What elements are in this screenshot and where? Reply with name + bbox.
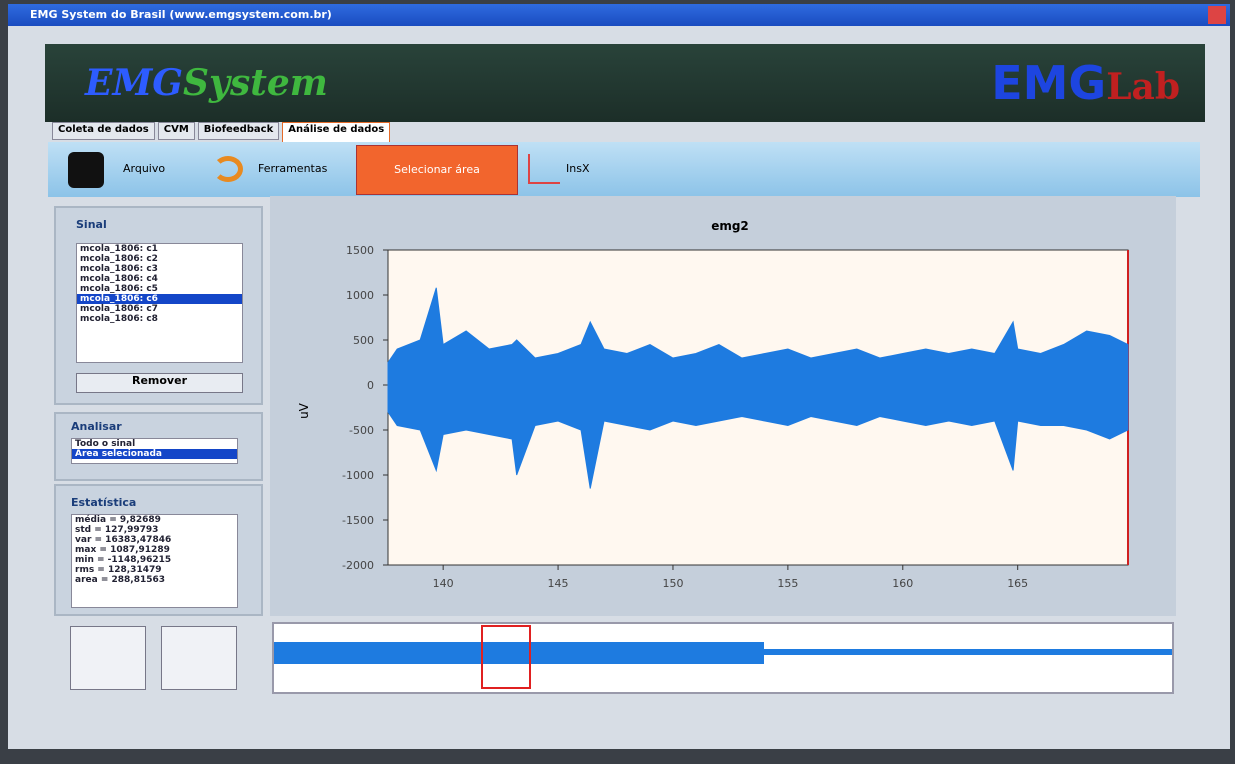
list-item[interactable]: mcola_1806: c3 <box>77 264 242 274</box>
list-item: var = 16383,47846 <box>72 535 237 545</box>
remove-button[interactable]: Remover <box>76 373 243 393</box>
logo-text: EMG <box>85 62 183 104</box>
x-tick-label: 150 <box>662 577 683 590</box>
list-item[interactable]: mcola_1806: c7 <box>77 304 242 314</box>
list-item: min = -1148,96215 <box>72 555 237 565</box>
tab[interactable]: Coleta de dados <box>52 122 155 140</box>
zoom-in-button[interactable] <box>161 626 237 690</box>
toolbar-button[interactable]: Selecionar área <box>356 145 518 195</box>
list-item[interactable]: mcola_1806: c8 <box>77 314 242 324</box>
header: EMGSystem EMGLab <box>45 44 1205 122</box>
list-item[interactable]: mcola_1806: c6 <box>77 294 242 304</box>
window-title: EMG System do Brasil (www.emgsystem.com.… <box>30 8 332 21</box>
list-item[interactable]: mcola_1806: c5 <box>77 284 242 294</box>
y-tick-label: 500 <box>353 334 374 347</box>
toolbar: Arquivo Ferramentas Selecionar área InsX <box>48 142 1200 197</box>
overview-wave <box>274 642 764 664</box>
list-item[interactable]: mcola_1806: c1 <box>77 244 242 254</box>
x-tick-label: 160 <box>892 577 913 590</box>
overview-wave <box>764 649 1172 655</box>
list-item: max = 1087,91289 <box>72 545 237 555</box>
list-item[interactable]: mcola_1806: c2 <box>77 254 242 264</box>
y-tick-label: 1000 <box>346 289 374 302</box>
logo-left: EMGSystem <box>85 62 328 104</box>
chart-title: emg2 <box>711 219 749 233</box>
panel-title: Estatística <box>71 496 136 509</box>
chart: emg2 uV -2000 -1500 -1000 -500 0 500 1000 1500 1… <box>270 196 1175 616</box>
tab[interactable]: Biofeedback <box>198 122 279 140</box>
panel-title: Analisar <box>71 420 122 433</box>
icon <box>528 154 560 184</box>
y-tick-label: 0 <box>367 379 374 392</box>
logo-text: System <box>183 62 328 104</box>
x-tick-label: 140 <box>433 577 454 590</box>
y-tick-label: -2000 <box>342 559 374 572</box>
title-bar: EMG System do Brasil (www.emgsystem.com.… <box>8 4 1230 26</box>
y-tick-label: -500 <box>349 424 374 437</box>
list-item: std = 127,99793 <box>72 525 237 535</box>
tab[interactable]: CVM <box>158 122 195 140</box>
y-axis-label: uV <box>297 402 311 419</box>
page: EMG System do Brasil (www.emgsystem.com.… <box>0 0 1235 764</box>
icon <box>213 156 243 182</box>
logo-text: EMG <box>991 56 1106 110</box>
x-tick-label: 155 <box>777 577 798 590</box>
logo-text: Lab <box>1106 66 1180 108</box>
list-item[interactable]: Todo o sinal <box>72 439 237 449</box>
toolbar-button[interactable]: InsX <box>566 162 589 175</box>
overview <box>272 622 1174 694</box>
list-item: rms = 128,31479 <box>72 565 237 575</box>
list-item: area = 288,81563 <box>72 575 237 585</box>
logo-right: EMGLab <box>991 56 1180 110</box>
y-tick-label: -1000 <box>342 469 374 482</box>
list-item: média = 9,82689 <box>72 515 237 525</box>
tab[interactable]: Análise de dados <box>282 122 390 144</box>
toolbar-button[interactable]: Arquivo <box>123 162 165 175</box>
list-item[interactable]: Área selecionada <box>72 449 237 459</box>
panel-title: Sinal <box>76 218 107 231</box>
x-tick-label: 145 <box>548 577 569 590</box>
list-item[interactable]: mcola_1806: c4 <box>77 274 242 284</box>
toolbar-button[interactable]: Ferramentas <box>258 162 327 175</box>
y-tick-label: 1500 <box>346 244 374 257</box>
y-tick-label: -1500 <box>342 514 374 527</box>
overview-signal <box>274 624 1172 692</box>
zoom-out-button[interactable] <box>70 626 146 690</box>
close-button[interactable] <box>1208 6 1226 24</box>
icon <box>68 152 104 188</box>
x-tick-label: 165 <box>1007 577 1028 590</box>
